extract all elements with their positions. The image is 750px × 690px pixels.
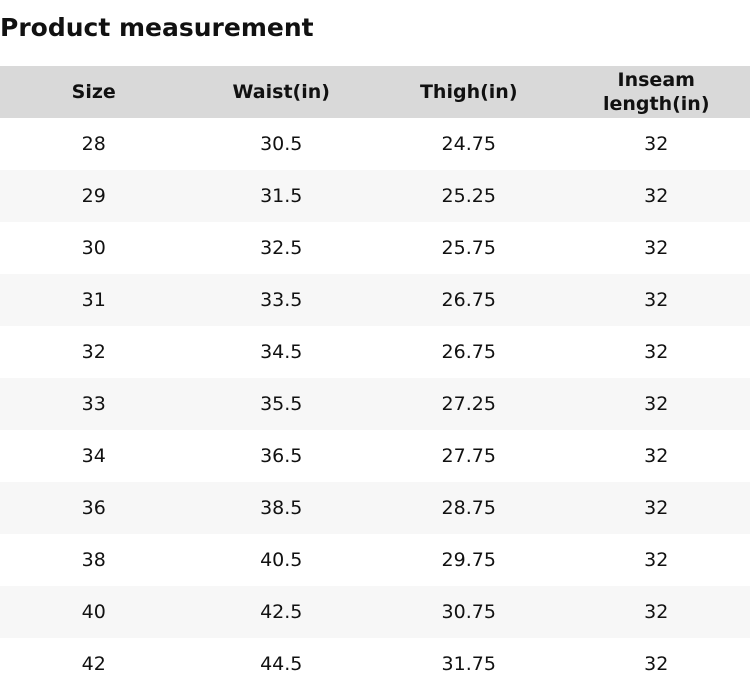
table-cell: 32	[81, 341, 106, 363]
table-cell: 34	[81, 445, 106, 467]
column-header: Thigh(in)	[375, 66, 563, 118]
table-cell: 31.5	[187, 170, 375, 222]
column-header-text: Waist(in)	[232, 81, 330, 103]
table-cell: 30.5	[260, 133, 303, 155]
table-cell: 32	[644, 133, 669, 155]
table-cell: 38	[81, 549, 106, 571]
table-cell: 30.75	[375, 586, 563, 638]
table-cell: 32	[562, 274, 750, 326]
table-cell: 28.75	[375, 482, 563, 534]
table-cell: 40.5	[260, 549, 303, 571]
table-cell: 31	[0, 274, 188, 326]
table-cell: 29.75	[441, 549, 496, 571]
table-cell: 32	[644, 653, 669, 675]
table-cell: 27.25	[375, 378, 563, 430]
table-cell: 32	[562, 586, 750, 638]
table-row: 31 33.5 26.75 32	[0, 274, 750, 326]
table-row: 40 42.5 30.75 32	[0, 586, 750, 638]
table-cell: 24.75	[441, 133, 496, 155]
table-cell: 32	[644, 237, 669, 259]
table-cell: 30	[81, 237, 106, 259]
table-cell: 44.5	[260, 653, 303, 675]
table-cell: 35.5	[187, 378, 375, 430]
table-body: 28 30.5 24.75 32 29 31.5 25.25 32 30 32.5 25.75 32 3…	[0, 118, 750, 690]
table-cell: 42	[81, 653, 106, 675]
table-cell: 28	[81, 133, 106, 155]
table-row: 30 32.5 25.75 32	[0, 222, 750, 274]
table-cell: 32.5	[260, 237, 303, 259]
table-row: 32 34.5 26.75 32	[0, 326, 750, 378]
column-header-text: Size	[71, 81, 116, 103]
table-row: 29 31.5 25.25 32	[0, 170, 750, 222]
table-cell: 29	[0, 170, 188, 222]
table-cell: 33	[0, 378, 188, 430]
table-row: 33 35.5 27.25 32	[0, 378, 750, 430]
table-cell: 34.5	[260, 341, 303, 363]
table-row: 34 36.5 27.75 32	[0, 430, 750, 482]
column-header: Waist(in)	[187, 66, 375, 118]
page-title: Product measurement	[0, 13, 314, 42]
table-row: 38 40.5 29.75 32	[0, 534, 750, 586]
table-cell: 32	[562, 482, 750, 534]
table-row: 36 38.5 28.75 32	[0, 482, 750, 534]
table-cell: 26.75	[375, 274, 563, 326]
table-cell: 38.5	[187, 482, 375, 534]
table-cell: 36.5	[260, 445, 303, 467]
table-cell: 36	[0, 482, 188, 534]
table-cell: 31.75	[441, 653, 496, 675]
table-cell: 32	[644, 549, 669, 571]
table-cell: 25.75	[441, 237, 496, 259]
table-row: 42 44.5 31.75 32	[0, 638, 750, 690]
table-row: 28 30.5 24.75 32	[0, 118, 750, 170]
table-cell: 27.75	[441, 445, 496, 467]
measurement-table: Size Waist(in) Thigh(in) Inseam length(in) …	[0, 66, 750, 690]
table-cell: 40	[0, 586, 188, 638]
table-cell: 32	[644, 341, 669, 363]
column-header-text: Inseam length(in)	[602, 69, 710, 115]
table-header: Size Waist(in) Thigh(in) Inseam length(in)	[0, 66, 750, 118]
column-header: Size	[0, 66, 188, 118]
table-cell: 32	[562, 170, 750, 222]
table-cell: 32	[644, 445, 669, 467]
table-cell: 32	[562, 378, 750, 430]
column-header: Inseam length(in)	[562, 66, 750, 118]
table-cell: 26.75	[441, 341, 496, 363]
table-cell: 42.5	[187, 586, 375, 638]
column-header-text: Thigh(in)	[419, 81, 518, 103]
table-cell: 33.5	[187, 274, 375, 326]
header-row: Size Waist(in) Thigh(in) Inseam length(in)	[0, 66, 750, 118]
table-cell: 25.25	[375, 170, 563, 222]
